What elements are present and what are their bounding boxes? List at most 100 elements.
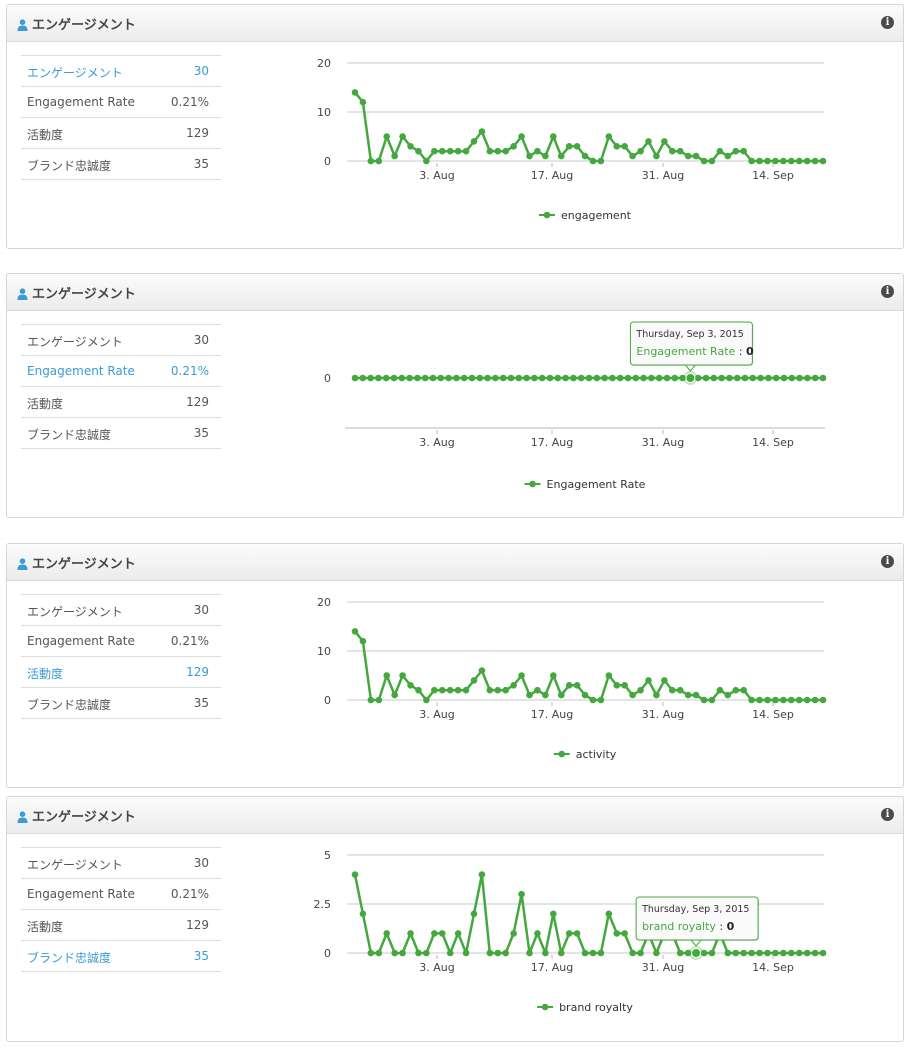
data-point[interactable] (478, 871, 486, 878)
data-point[interactable] (629, 691, 636, 699)
data-point[interactable] (637, 686, 644, 694)
data-point[interactable] (486, 147, 494, 155)
data-point[interactable] (359, 637, 367, 645)
data-point[interactable] (542, 949, 549, 957)
data-point[interactable] (454, 686, 462, 694)
data-point[interactable] (438, 147, 446, 155)
data-point[interactable] (391, 152, 398, 160)
data-point[interactable] (787, 949, 795, 957)
data-point[interactable] (470, 138, 478, 145)
data-point[interactable] (526, 949, 533, 957)
data-point[interactable] (637, 147, 644, 155)
data-point[interactable] (534, 930, 541, 937)
data-point[interactable] (573, 143, 581, 150)
legend-item[interactable]: activity (553, 748, 617, 761)
data-point[interactable] (804, 374, 811, 382)
data-point[interactable] (515, 374, 523, 382)
data-point[interactable] (740, 949, 747, 957)
data-point[interactable] (359, 910, 367, 918)
data-point[interactable] (557, 949, 565, 957)
data-point[interactable] (454, 930, 462, 937)
data-point[interactable] (470, 677, 478, 684)
data-point[interactable] (694, 374, 702, 382)
data-point[interactable] (375, 157, 383, 165)
data-point[interactable] (550, 133, 557, 140)
data-point[interactable] (764, 696, 771, 704)
info-icon[interactable]: i (881, 16, 894, 29)
data-point[interactable] (492, 374, 499, 382)
data-point[interactable] (621, 143, 628, 150)
data-point[interactable] (510, 143, 517, 150)
stat-row-engagement[interactable]: エンゲージメント 30 (21, 325, 221, 356)
data-point[interactable] (661, 138, 668, 145)
data-point[interactable] (724, 152, 732, 160)
data-point[interactable] (795, 157, 803, 165)
info-icon[interactable]: i (881, 285, 894, 298)
data-point[interactable] (740, 686, 747, 694)
data-point[interactable] (772, 949, 779, 957)
data-point[interactable] (526, 152, 533, 160)
data-point[interactable] (819, 949, 827, 957)
data-point[interactable] (708, 157, 716, 165)
data-point[interactable] (716, 147, 724, 155)
data-point[interactable] (756, 949, 763, 957)
data-point[interactable] (780, 696, 787, 704)
stat-row-brand-loyalty[interactable]: ブランド忠誠度 35 (21, 418, 221, 449)
data-point[interactable] (518, 133, 525, 140)
data-point[interactable] (486, 949, 494, 957)
data-point[interactable] (795, 949, 803, 957)
data-point[interactable] (534, 147, 541, 155)
data-point[interactable] (351, 89, 359, 96)
data-point[interactable] (637, 949, 644, 957)
data-point[interactable] (796, 374, 803, 382)
data-point[interactable] (819, 374, 827, 382)
data-point[interactable] (446, 949, 454, 957)
data-point[interactable] (653, 949, 660, 957)
data-point[interactable] (788, 374, 796, 382)
data-point[interactable] (655, 374, 663, 382)
data-point[interactable] (787, 157, 795, 165)
data-point[interactable] (565, 682, 573, 689)
data-point[interactable] (557, 152, 565, 160)
data-point[interactable] (554, 374, 562, 382)
data-point[interactable] (502, 949, 510, 957)
stat-row-engagement-rate[interactable]: Engagement Rate 0.21% (21, 356, 221, 387)
data-point[interactable] (421, 374, 429, 382)
data-point[interactable] (476, 374, 484, 382)
stat-row-engagement-rate[interactable]: Engagement Rate 0.21% (21, 626, 221, 657)
data-point[interactable] (811, 949, 819, 957)
data-point[interactable] (562, 374, 569, 382)
data-point[interactable] (462, 147, 470, 155)
data-point[interactable] (653, 152, 660, 160)
data-point[interactable] (648, 374, 655, 382)
data-point[interactable] (716, 686, 724, 694)
data-point[interactable] (438, 930, 446, 937)
data-point[interactable] (494, 147, 502, 155)
data-point[interactable] (772, 696, 779, 704)
data-point[interactable] (708, 949, 716, 957)
data-point[interactable] (700, 157, 708, 165)
stat-row-engagement[interactable]: エンゲージメント 30 (21, 56, 221, 87)
data-point[interactable] (613, 930, 621, 937)
data-point[interactable] (764, 949, 771, 957)
data-point[interactable] (415, 147, 422, 155)
data-point[interactable] (757, 374, 764, 382)
info-icon[interactable]: i (881, 808, 894, 821)
data-point[interactable] (692, 152, 700, 160)
data-point[interactable] (589, 157, 597, 165)
data-point[interactable] (407, 930, 414, 937)
data-point[interactable] (407, 682, 414, 689)
stat-row-engagement[interactable]: エンゲージメント 30 (21, 595, 221, 626)
info-icon[interactable]: i (881, 555, 894, 568)
data-point[interactable] (429, 374, 437, 382)
data-point[interactable] (668, 147, 676, 155)
data-point[interactable] (470, 910, 478, 918)
data-point[interactable] (453, 374, 460, 382)
data-point[interactable] (445, 374, 452, 382)
data-point[interactable] (351, 871, 359, 878)
data-point[interactable] (740, 147, 747, 155)
stat-row-brand-loyalty[interactable]: ブランド忠誠度 35 (21, 149, 221, 180)
data-point[interactable] (748, 696, 755, 704)
data-point[interactable] (780, 157, 787, 165)
stat-row-activity[interactable]: 活動度 129 (21, 910, 221, 941)
